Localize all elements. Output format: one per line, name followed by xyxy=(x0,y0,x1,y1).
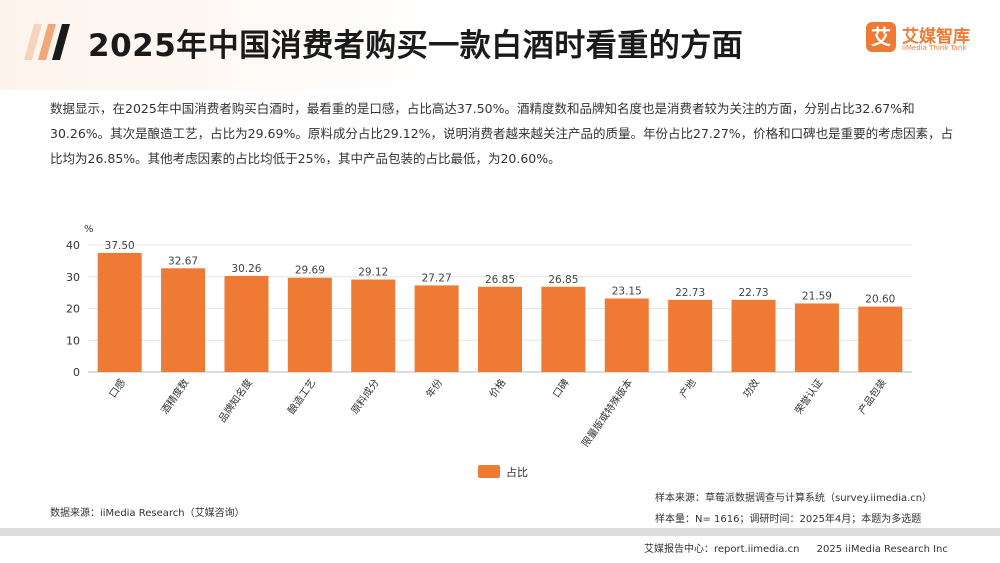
bar xyxy=(668,299,713,372)
x-tick-label: 产品包装 xyxy=(855,376,889,416)
x-tick-label: 产地 xyxy=(676,376,698,400)
logo-tagline: iiMedia Think Tank xyxy=(902,44,967,52)
x-tick-label: 价格 xyxy=(486,376,508,400)
footer-divider xyxy=(0,528,1000,536)
summary-paragraph: 数据显示，在2025年中国消费者购买白酒时，最看重的是口感，占比高达37.50%… xyxy=(50,101,954,166)
data-label: 21.59 xyxy=(802,290,832,302)
bar xyxy=(414,285,459,372)
report-center-link[interactable]: 艾媒报告中心：report.iimedia.cn xyxy=(644,544,800,555)
header-background xyxy=(0,0,1000,90)
y-axis-unit-label: % xyxy=(84,224,94,235)
bar xyxy=(731,299,776,372)
page-footer: 艾媒报告中心：report.iimedia.cn 2025 iiMedia Re… xyxy=(644,540,962,555)
legend-label: 占比 xyxy=(506,465,528,479)
bar xyxy=(604,298,649,372)
bar xyxy=(97,252,142,372)
y-tick-label: 40 xyxy=(66,239,80,252)
bar xyxy=(478,286,522,372)
legend-swatch xyxy=(478,465,500,478)
sample-size: 样本量：N= 1616；调研时间：2025年4月；本题为多选题 xyxy=(655,514,922,525)
sample-info: 样本来源：草莓派数据调查与计算系统（survey.iimedia.cn） 样本量… xyxy=(655,488,932,530)
x-tick-label: 荣誉认证 xyxy=(792,376,826,416)
title-decoration-icon xyxy=(24,24,70,60)
page-title: 2025年中国消费者购买一款白酒时看重的方面 xyxy=(88,28,744,64)
copyright: 2025 iiMedia Research Inc xyxy=(816,544,948,555)
data-label: 32.67 xyxy=(168,255,198,267)
x-tick-label: 原料成分 xyxy=(348,376,382,416)
bar xyxy=(858,306,903,372)
x-tick-label: 酿造工艺 xyxy=(285,376,319,416)
bar xyxy=(794,303,839,372)
logo-name: 艾媒智库 xyxy=(902,27,970,47)
bar xyxy=(161,268,206,372)
x-tick-label: 口碑 xyxy=(550,376,572,400)
data-label: 23.15 xyxy=(612,285,642,297)
x-tick-label: 年份 xyxy=(423,376,445,400)
data-label: 26.85 xyxy=(548,274,578,286)
x-tick-label: 口感 xyxy=(106,376,128,400)
y-tick-label: 0 xyxy=(73,366,80,379)
x-tick-label: 酒精度数 xyxy=(158,376,192,416)
data-label: 22.73 xyxy=(675,287,705,299)
bar xyxy=(541,286,586,372)
data-label: 37.50 xyxy=(105,240,135,252)
bar xyxy=(351,279,396,372)
y-tick-label: 30 xyxy=(66,271,80,284)
y-tick-label: 10 xyxy=(66,334,80,347)
data-label: 30.26 xyxy=(231,263,261,275)
x-tick-label: 功效 xyxy=(740,376,762,400)
data-label: 29.69 xyxy=(295,265,325,277)
data-source: 数据来源：iiMedia Research（艾媒咨询） xyxy=(50,508,245,519)
data-label: 22.73 xyxy=(739,287,769,299)
brand-logo[interactable]: 艾 艾媒智库 iiMedia Think Tank xyxy=(866,20,986,60)
bar xyxy=(287,277,332,372)
data-label: 27.27 xyxy=(422,272,452,284)
logo-badge-icon: 艾 xyxy=(866,22,896,52)
data-label: 29.12 xyxy=(358,267,388,279)
sample-source: 样本来源：草莓派数据调查与计算系统（survey.iimedia.cn） xyxy=(655,493,933,504)
bar xyxy=(224,275,269,372)
x-tick-label: 品牌知名度 xyxy=(216,376,255,424)
x-tick-label: 限量版或特殊版本 xyxy=(579,376,636,449)
y-tick-label: 20 xyxy=(66,303,80,316)
data-label: 26.85 xyxy=(485,274,515,286)
data-label: 20.60 xyxy=(865,294,895,306)
